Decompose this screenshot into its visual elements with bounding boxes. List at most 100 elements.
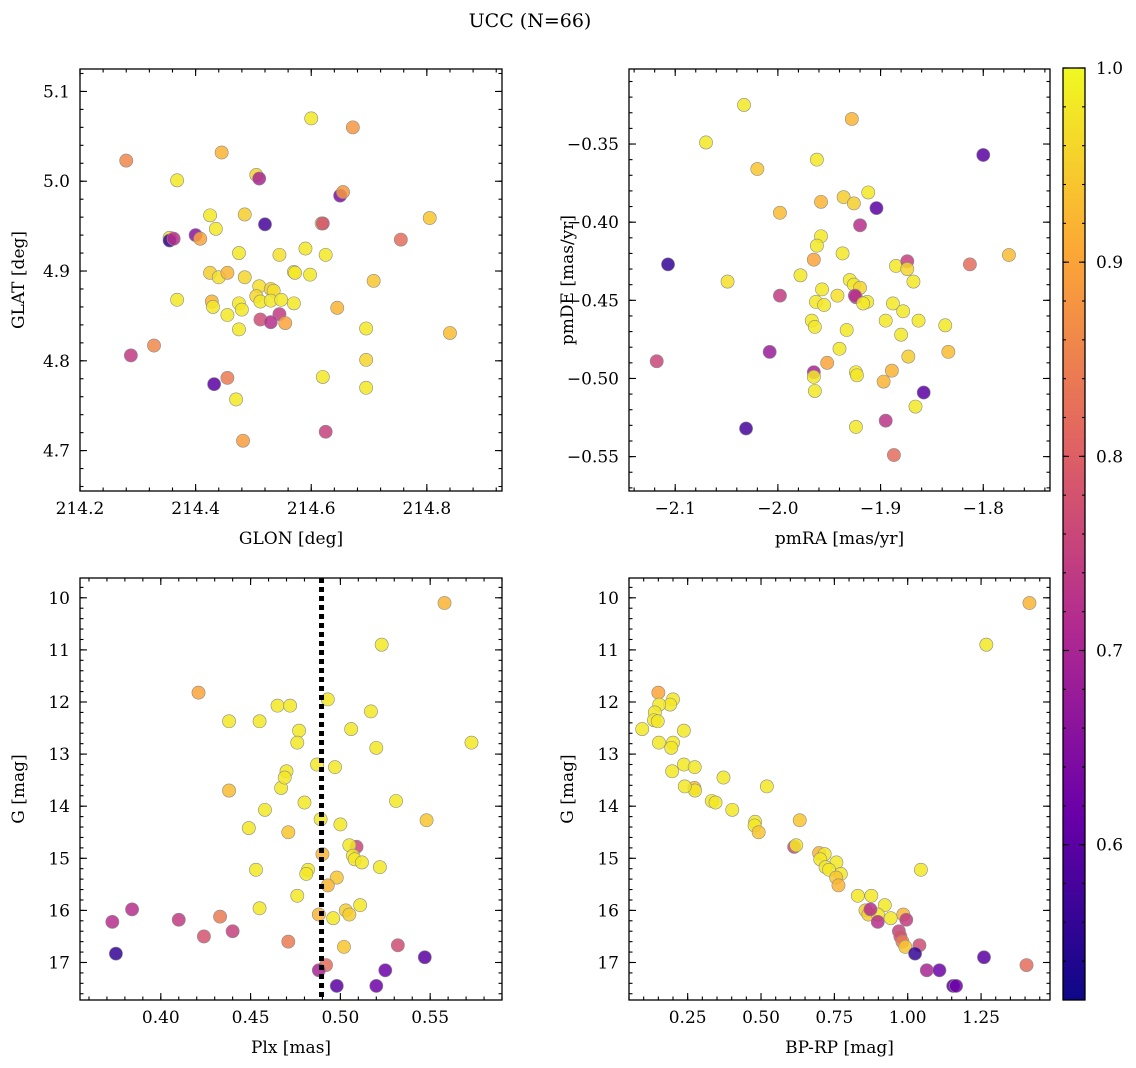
data-point (883, 911, 898, 926)
data-point (318, 247, 333, 262)
data-point (832, 341, 847, 356)
y-tick-label: 15 (597, 849, 619, 869)
data-point (170, 173, 185, 188)
data-point (661, 257, 675, 272)
data-point (901, 349, 916, 364)
data-point (919, 963, 934, 978)
x-tick-label: 214.8 (403, 499, 452, 519)
y-tick-label: 10 (597, 589, 619, 609)
y-tick-label: 14 (48, 797, 70, 817)
data-point (835, 246, 850, 261)
x-tick-label: 214.6 (287, 499, 336, 519)
data-point (1019, 958, 1034, 972)
data-point (789, 838, 804, 853)
y-tick-label: 12 (48, 693, 70, 713)
data-point (817, 298, 831, 312)
data-point (326, 911, 341, 926)
data-point (369, 979, 384, 993)
data-point (355, 855, 369, 870)
data-point (830, 288, 845, 303)
data-point (676, 723, 691, 738)
data-point (422, 211, 437, 225)
y-tick-label: −0.50 (567, 369, 619, 389)
x-tick-label: 0.50 (742, 1008, 780, 1028)
data-point (751, 825, 766, 840)
y-axis-label: pmDE [mas/yr] (558, 215, 578, 345)
x-tick-label: 0.25 (669, 1008, 707, 1028)
data-point (105, 914, 120, 929)
data-point (342, 907, 357, 922)
data-point (336, 185, 350, 199)
data-point (773, 205, 787, 220)
data-point (290, 735, 305, 750)
y-tick-label: 17 (48, 953, 70, 973)
data-point (330, 300, 345, 315)
data-point (286, 296, 301, 311)
data-point (208, 221, 223, 236)
data-point (329, 870, 344, 885)
y-tick-label: 15 (48, 849, 70, 869)
data-point (899, 912, 914, 927)
data-point (914, 862, 928, 877)
data-point (359, 353, 374, 367)
data-point (232, 322, 246, 337)
data-point (213, 909, 227, 924)
data-point (885, 296, 900, 311)
data-point (369, 740, 384, 755)
data-point (329, 979, 344, 993)
data-point (277, 770, 292, 785)
x-tick-label: −2.1 (655, 499, 696, 519)
y-tick-label: 4.7 (43, 442, 70, 462)
data-point (773, 288, 787, 303)
data-point (170, 292, 185, 307)
data-point (870, 914, 885, 929)
data-point (443, 326, 457, 340)
x-tick-label: 0.75 (815, 1008, 853, 1028)
data-point (464, 735, 479, 750)
data-point (203, 208, 217, 223)
data-point (810, 152, 824, 167)
colorbar-frame (1062, 67, 1086, 1001)
data-point (807, 319, 822, 334)
colorbar-tick-label: 1.0 (1096, 59, 1123, 79)
data-point (237, 207, 252, 222)
data-point (977, 950, 991, 965)
data-point (241, 821, 256, 835)
x-axis-label: pmRA [mas/yr] (775, 529, 904, 549)
data-point (258, 217, 272, 232)
x-axis-label: BP-RP [mag] (785, 1038, 894, 1058)
data-point (725, 802, 740, 817)
data-point (166, 231, 181, 246)
data-point (304, 111, 319, 126)
data-point (792, 813, 807, 828)
data-point (759, 779, 774, 794)
data-point (807, 384, 822, 398)
data-point (197, 929, 211, 944)
data-point (378, 963, 393, 978)
data-point (887, 448, 901, 462)
data-point (869, 201, 884, 216)
data-point (214, 145, 229, 160)
data-point (1002, 248, 1016, 262)
data-point (119, 153, 134, 168)
data-point (831, 878, 846, 893)
data-point (687, 760, 702, 775)
data-point (263, 315, 278, 330)
data-point (125, 902, 139, 917)
y-tick-label: −0.35 (567, 135, 619, 155)
data-point (109, 946, 123, 961)
data-point (864, 888, 879, 903)
data-point (437, 596, 452, 610)
data-point (876, 374, 891, 389)
axes-frame (628, 577, 1051, 1001)
data-point (191, 685, 206, 700)
data-point (699, 135, 713, 150)
data-point (283, 698, 298, 713)
panels: 214.2 214.4 214.6 214.8 4.7 4.8 4.9 5.0 5.1 GLON … (9, 68, 1051, 1058)
data-point (393, 232, 408, 247)
y-tick-label: 17 (597, 953, 619, 973)
y-tick-label: 10 (48, 589, 70, 609)
data-point (979, 637, 994, 652)
data-point (900, 262, 915, 276)
